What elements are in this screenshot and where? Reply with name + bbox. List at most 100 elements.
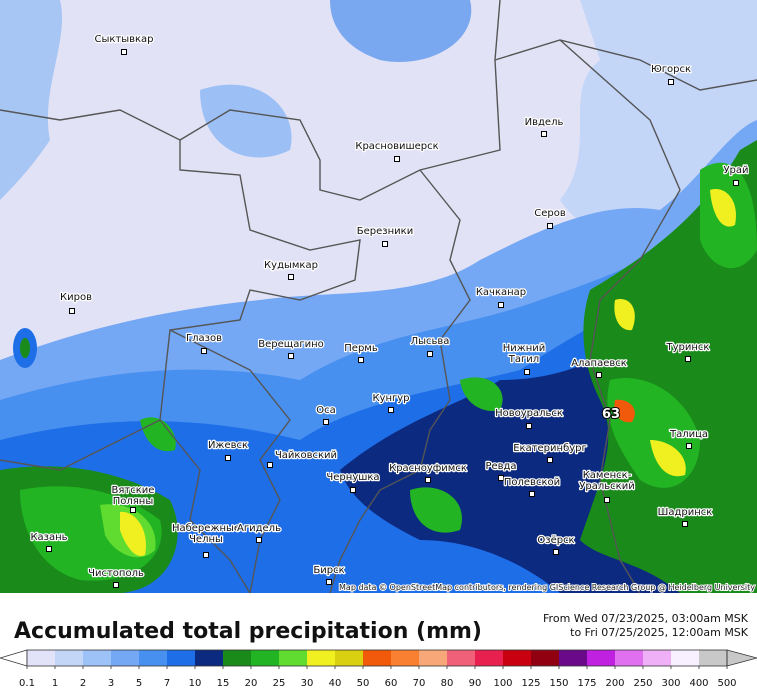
time-to: to Fri 07/25/2025, 12:00am MSK (570, 626, 749, 639)
city-label: Полевской (504, 477, 560, 488)
colorbar-segment (391, 650, 419, 666)
colorbar-segment (307, 650, 335, 666)
colorbar-tick-label: 5 (136, 678, 142, 689)
rain-area (710, 189, 736, 227)
rain-area (200, 84, 292, 158)
colorbar-tick-label: 70 (413, 678, 426, 689)
city-label: Нижний (503, 343, 546, 354)
colorbar-segment (419, 650, 447, 666)
colorbar-tick-label: 200 (605, 678, 624, 689)
city-label: Агидель (237, 523, 281, 534)
rain-area (120, 511, 146, 556)
colorbar-frame (26, 649, 728, 667)
colorbar-tick-label: 100 (493, 678, 512, 689)
city-label: Алапаевск (571, 358, 627, 369)
rain-area (330, 0, 472, 62)
city-marker (388, 407, 394, 413)
colorbar-tick-label: 25 (273, 678, 286, 689)
colorbar-segment (223, 650, 251, 666)
colorbar-segment (615, 650, 643, 666)
rain-area (614, 399, 635, 423)
city-marker (553, 549, 559, 555)
colorbar-tick-label: 90 (469, 678, 482, 689)
city-marker (201, 348, 207, 354)
colorbar-tick-label: 80 (441, 678, 454, 689)
city-marker (288, 353, 294, 359)
city-label: Лысьва (411, 336, 450, 347)
city-label: Ревда (485, 461, 516, 472)
rain-area (650, 440, 686, 477)
city-label: Качканар (476, 287, 526, 298)
colorbar-tick-label: 300 (661, 678, 680, 689)
time-from: From Wed 07/23/2025, 03:00am MSK (543, 612, 749, 625)
city-marker (529, 491, 535, 497)
city-label: Березники (357, 226, 413, 237)
city-marker (225, 455, 231, 461)
city-label: Тагил (508, 354, 539, 365)
colorbar-segment (83, 650, 111, 666)
city-marker (685, 356, 691, 362)
colorbar-tick-label: 250 (633, 678, 652, 689)
rain-area (460, 377, 503, 411)
colorbar-tick-label: 150 (549, 678, 568, 689)
city-label: Набережные (172, 523, 240, 534)
city-label: Талица (669, 429, 708, 440)
city-marker (382, 241, 388, 247)
colorbar-segment (587, 650, 615, 666)
region-borders (0, 0, 757, 594)
city-marker (203, 552, 209, 558)
city-marker (425, 477, 431, 483)
rain-area (410, 487, 462, 533)
colorbar-tick-label: 15 (217, 678, 230, 689)
city-marker (498, 302, 504, 308)
city-marker (733, 180, 739, 186)
colorbar-segment (363, 650, 391, 666)
city-marker (121, 49, 127, 55)
city-label: Каменск- (583, 470, 632, 481)
city-label: Челны (189, 534, 223, 545)
colorbar-tick-label: 500 (717, 678, 736, 689)
city-marker (130, 507, 136, 513)
colorbar-segment (279, 650, 307, 666)
city-label: Уральский (579, 481, 634, 492)
colorbar-segment (335, 650, 363, 666)
colorbar-tick-label: 10 (189, 678, 202, 689)
city-label: Озёрск (537, 535, 574, 546)
city-label: Серов (534, 208, 566, 219)
city-marker (358, 357, 364, 363)
colorbar-low-arrow (0, 649, 28, 667)
city-label: Шадринск (658, 507, 713, 518)
city-marker (323, 419, 329, 425)
city-marker (524, 369, 530, 375)
city-marker (46, 546, 52, 552)
map: Сыктывкар Югорск Ивдель Красновишерск Урай Се… (0, 0, 757, 594)
city-label: Новоуральск (495, 408, 563, 419)
city-marker (686, 443, 692, 449)
city-marker (427, 351, 433, 357)
colorbar-segment (447, 650, 475, 666)
attribution: Map data © OpenStreetMap contributors, r… (339, 583, 755, 592)
colorbar-high-arrow (726, 649, 757, 667)
city-marker (547, 223, 553, 229)
colorbar-segment (27, 650, 55, 666)
colorbar-segment (503, 650, 531, 666)
colorbar-segment (531, 650, 559, 666)
city-label: Ижевск (208, 440, 248, 451)
city-marker (113, 582, 119, 588)
city-marker (69, 308, 75, 314)
city-label: Верещагино (258, 339, 323, 350)
city-marker (288, 274, 294, 280)
city-label: Югорск (651, 64, 691, 75)
colorbar-tick-label: 20 (245, 678, 258, 689)
city-marker (256, 537, 262, 543)
colorbar-segment (167, 650, 195, 666)
city-label: Красноуфимск (389, 463, 467, 474)
city-label: Екатеринбург (513, 443, 587, 454)
city-label: Глазов (186, 333, 222, 344)
city-marker (350, 487, 356, 493)
city-marker (394, 156, 400, 162)
colorbar-tick-label: 1 (52, 678, 58, 689)
city-label: Киров (60, 292, 92, 303)
city-label: Ивдель (525, 117, 564, 128)
